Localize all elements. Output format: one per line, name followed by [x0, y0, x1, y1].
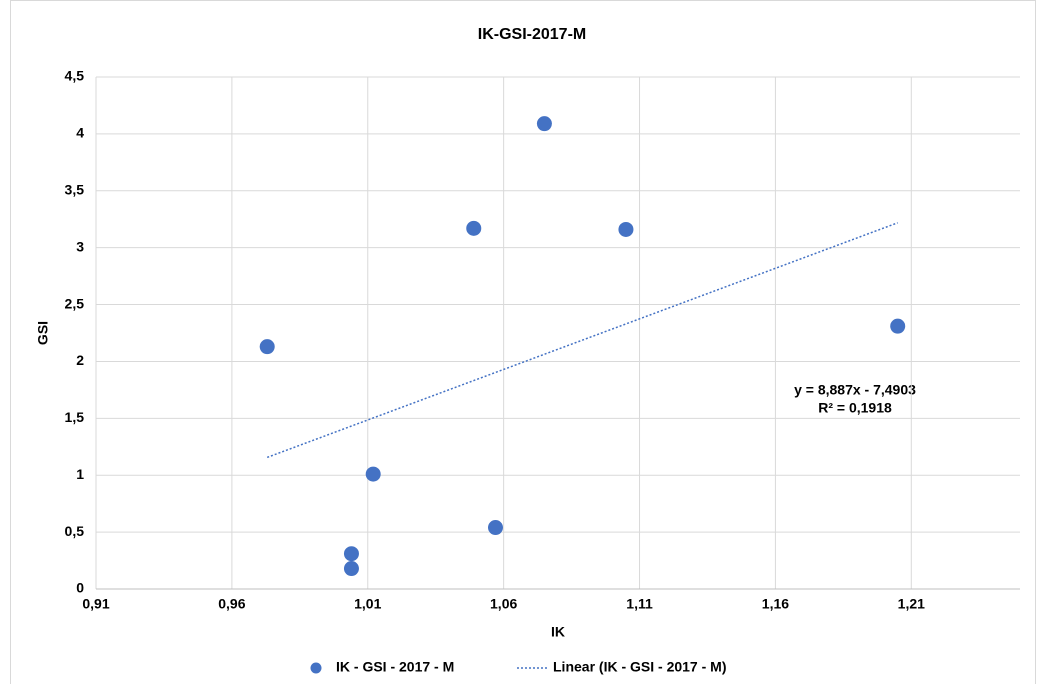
y-tick-label: 2: [76, 352, 84, 368]
x-tick-label: 0,91: [82, 596, 109, 612]
y-tick-label: 3: [76, 238, 84, 254]
chart-title: IK-GSI-2017-M: [478, 26, 586, 43]
legend-label: IK - GSI - 2017 - M: [336, 659, 454, 675]
x-tick-label: 1,06: [490, 596, 517, 612]
x-tick-label: 1,16: [762, 596, 789, 612]
legend-marker: [310, 662, 322, 674]
x-tick-label: 0,96: [218, 596, 245, 612]
point: [466, 220, 482, 236]
x-tick-label: 1,11: [626, 596, 653, 612]
chart-border: [10, 0, 1036, 684]
x-tick-label: 1,01: [354, 596, 381, 612]
point: [618, 221, 634, 237]
x-tick-label: 1,21: [898, 596, 925, 612]
trendline-r2: R² = 0,1918: [818, 400, 892, 416]
y-tick-label: 0: [76, 580, 84, 596]
trendline: [266, 222, 898, 459]
point: [343, 561, 359, 577]
y-tick-label: 1,5: [65, 409, 85, 425]
y-tick-label: 2,5: [65, 295, 85, 311]
point: [259, 339, 275, 355]
y-axis-title: GSI: [35, 321, 51, 345]
point: [890, 318, 906, 334]
y-tick-label: 4,5: [65, 68, 85, 84]
y-tick-label: 3,5: [65, 181, 85, 197]
point: [365, 466, 381, 482]
y-tick-label: 4: [76, 125, 84, 141]
point: [487, 520, 503, 536]
legend-label: Linear (IK - GSI - 2017 - M): [553, 659, 726, 675]
point: [343, 546, 359, 562]
trendline-equation: y = 8,887x - 7,4903: [794, 382, 916, 398]
x-axis-title: IK: [551, 624, 565, 640]
y-tick-label: 0,5: [65, 523, 85, 539]
y-tick-label: 1: [76, 466, 84, 482]
point: [536, 116, 552, 132]
